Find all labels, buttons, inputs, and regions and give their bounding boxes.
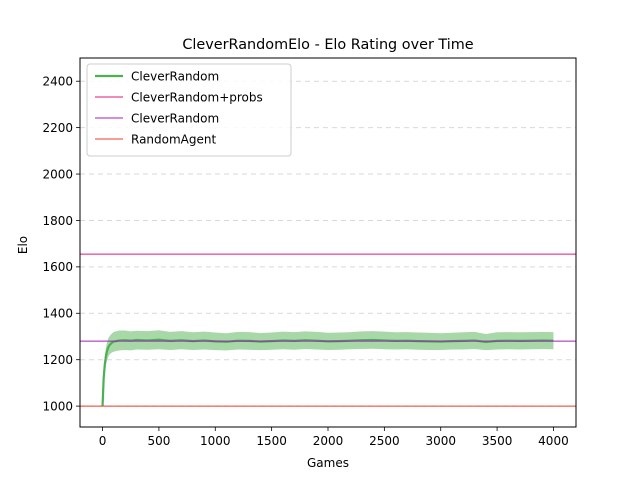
chart-title: CleverRandomElo - Elo Rating over Time — [182, 37, 473, 53]
x-tick-label: 2500 — [369, 434, 400, 448]
y-tick-label: 2400 — [42, 75, 73, 89]
y-tick-label: 2200 — [42, 121, 73, 135]
y-tick-label: 1400 — [42, 307, 73, 321]
x-tick-label: 3000 — [425, 434, 456, 448]
y-tick-label: 1600 — [42, 260, 73, 274]
y-tick-label: 2000 — [42, 167, 73, 181]
legend: CleverRandom CleverRandom+probs CleverRand… — [86, 63, 292, 157]
legend-label: CleverRandom — [131, 69, 219, 83]
x-axis-label: Games — [307, 456, 349, 470]
x-tick-label: 2000 — [313, 434, 344, 448]
x-tick-label: 500 — [147, 434, 170, 448]
legend-label: RandomAgent — [131, 132, 216, 146]
x-tick-label: 4000 — [538, 434, 569, 448]
x-tick-label: 1000 — [200, 434, 231, 448]
legend-label: CleverRandom+probs — [131, 90, 263, 104]
confidence-bands — [102, 330, 554, 407]
y-tick-label: 1800 — [42, 214, 73, 228]
y-axis-label: Elo — [16, 236, 30, 254]
x-tick-label: 1500 — [256, 434, 287, 448]
y-axis-ticks: 1000 1200 1400 1600 1800 2000 2200 2400 — [42, 75, 80, 413]
legend-label: CleverRandom — [131, 111, 219, 125]
x-axis-ticks: 0 500 1000 1500 2000 2500 3000 3500 4000 — [99, 427, 569, 448]
series-band — [102, 330, 554, 407]
x-tick-label: 0 — [99, 434, 107, 448]
x-tick-label: 3500 — [482, 434, 513, 448]
y-tick-label: 1000 — [42, 399, 73, 413]
y-tick-label: 1200 — [42, 353, 73, 367]
legend-box — [86, 63, 292, 157]
series-lines — [80, 253, 576, 407]
